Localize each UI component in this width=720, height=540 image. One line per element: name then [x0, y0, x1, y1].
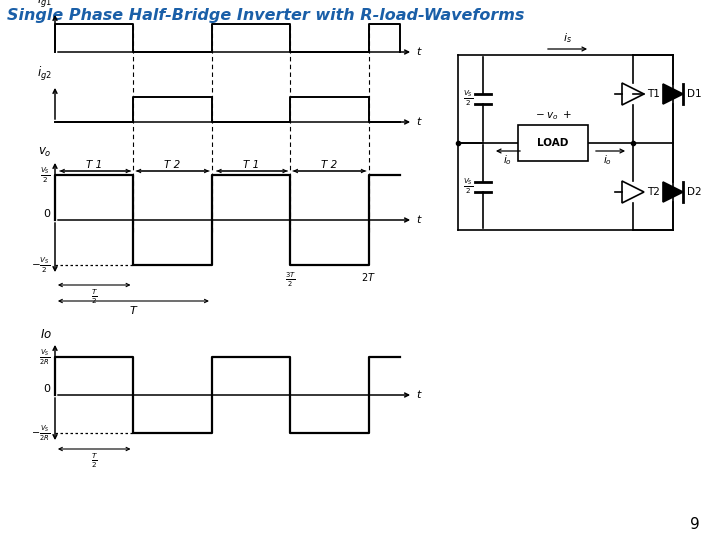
Text: $i_{g2}$: $i_{g2}$ — [37, 65, 52, 83]
Text: $v_o$: $v_o$ — [38, 146, 52, 159]
Text: $2T$: $2T$ — [361, 271, 376, 283]
Text: $\frac{T}{2}$: $\frac{T}{2}$ — [91, 452, 98, 470]
Text: $-\frac{V_S}{2}$: $-\frac{V_S}{2}$ — [31, 255, 50, 275]
Text: $i_o$: $i_o$ — [503, 153, 512, 167]
Text: D2: D2 — [687, 187, 701, 197]
Text: T1: T1 — [647, 89, 660, 99]
Text: T 2: T 2 — [164, 160, 181, 170]
Text: $-\frac{V_S}{2R}$: $-\frac{V_S}{2R}$ — [31, 423, 50, 443]
Text: $i_{g1}$: $i_{g1}$ — [37, 0, 52, 10]
Text: T2: T2 — [647, 187, 660, 197]
Text: $\frac{V_S}{2}$: $\frac{V_S}{2}$ — [463, 88, 474, 108]
Text: t: t — [416, 215, 420, 225]
Text: t: t — [416, 47, 420, 57]
Text: $\frac{V_S}{2}$: $\frac{V_S}{2}$ — [463, 176, 474, 196]
Text: t: t — [416, 117, 420, 127]
Text: T 1: T 1 — [86, 160, 102, 170]
Text: T 1: T 1 — [243, 160, 259, 170]
Text: D1: D1 — [687, 89, 701, 99]
Text: $-\;v_o\;+$: $-\;v_o\;+$ — [535, 109, 572, 122]
Text: LOAD: LOAD — [537, 138, 569, 148]
Text: $0$: $0$ — [42, 382, 51, 394]
Text: $\frac{T}{2}$: $\frac{T}{2}$ — [91, 288, 98, 307]
Text: $\frac{V_S}{2R}$: $\frac{V_S}{2R}$ — [39, 347, 50, 367]
Text: $Io$: $Io$ — [40, 328, 52, 341]
Text: $\frac{V_S}{2}$: $\frac{V_S}{2}$ — [40, 165, 50, 185]
Text: T 2: T 2 — [321, 160, 338, 170]
Text: $i_s$: $i_s$ — [562, 31, 572, 45]
Text: $i_o$: $i_o$ — [603, 153, 612, 167]
Bar — [518, 125, 588, 161]
Polygon shape — [663, 84, 683, 104]
Text: $0$: $0$ — [42, 207, 51, 219]
Text: $T$: $T$ — [129, 304, 138, 316]
Text: t: t — [416, 390, 420, 400]
Text: $\frac{3T}{2}$: $\frac{3T}{2}$ — [285, 271, 296, 289]
Polygon shape — [663, 182, 683, 202]
Text: 9: 9 — [690, 517, 700, 532]
Text: Single Phase Half-Bridge Inverter with R-load-Waveforms: Single Phase Half-Bridge Inverter with R… — [7, 8, 524, 23]
